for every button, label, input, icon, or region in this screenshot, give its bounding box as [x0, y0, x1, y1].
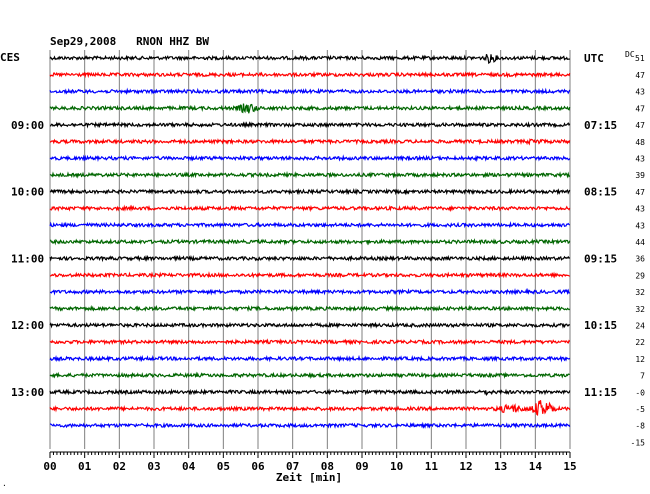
hour-label: 13:00 — [11, 386, 44, 399]
trace-line — [49, 204, 571, 213]
x-tick-label: 04 — [182, 460, 196, 473]
trace-line — [49, 421, 571, 430]
trace-line — [49, 221, 571, 229]
dc-offset-label: 39 — [635, 171, 645, 180]
x-tick-label: 07 — [286, 460, 299, 473]
trace-line — [49, 321, 571, 329]
x-tick-label: 03 — [147, 460, 160, 473]
trace-line — [49, 304, 571, 313]
dc-offset-label: -15 — [631, 438, 646, 447]
dc-offset-label: 12 — [635, 355, 645, 364]
x-tick-label: 11 — [425, 460, 439, 473]
dc-offset-labels: 47 43 47 47 48 43 39 47 43 43 44 36 29 32 32 24 22 12 7 -0 -… — [631, 71, 646, 447]
dc-offset-label: 48 — [635, 138, 645, 147]
x-tick-label: 12 — [459, 460, 472, 473]
trace-line — [49, 103, 571, 114]
dc-offset-label: 47 — [635, 121, 645, 130]
left-hour-labels: 09:00 10:00 11:00 12:00 13:00 — [11, 119, 44, 399]
dc-offset-label: 43 — [635, 155, 645, 164]
time-gridlines — [49, 50, 571, 449]
dc-offset-label: 36 — [635, 255, 645, 264]
dc-offset-label: 24 — [635, 322, 645, 331]
x-tick-label: 09 — [355, 460, 368, 473]
dc-offset-label: 32 — [635, 305, 645, 314]
trace-line — [49, 170, 571, 179]
utc-label: UTC — [584, 52, 604, 65]
trace-line — [49, 87, 571, 95]
dc-offset-label: -0 — [635, 388, 645, 397]
trace-line — [49, 287, 571, 296]
utc-label: 11:15 — [584, 386, 617, 399]
dc-offset-label: 43 — [635, 88, 645, 97]
trace-line — [49, 154, 571, 163]
x-tick-label: 08 — [321, 460, 334, 473]
trace-line — [49, 371, 570, 380]
dc-offset-label: 43 — [635, 221, 645, 230]
x-tick-label: 10 — [390, 460, 403, 473]
x-axis: 00 01 02 03 04 05 06 07 08 09 10 11 12 13 14 15 — [43, 451, 577, 473]
trace-line — [49, 137, 571, 146]
hour-label: 12:00 — [11, 319, 44, 332]
dc-offset-label: 32 — [635, 288, 645, 297]
trace-line — [49, 121, 571, 129]
utc-label: 09:15 — [584, 252, 617, 265]
trace-line — [49, 54, 571, 65]
trace-line — [49, 238, 571, 246]
dc-offset-label: 29 — [635, 271, 645, 280]
x-tick-label: 05 — [217, 460, 230, 473]
utc-label: 07:15 — [584, 119, 617, 132]
right-time-labels: UTC 07:15 08:15 09:15 10:15 11:15 — [584, 52, 617, 399]
x-tick-label: 15 — [563, 460, 576, 473]
x-tick-label: 13 — [494, 460, 507, 473]
x-tick-label: 00 — [43, 460, 56, 473]
dc-offset-label: 22 — [635, 338, 645, 347]
trace-line — [49, 388, 571, 397]
dc-header-value: 51 — [635, 54, 645, 63]
x-tick-label: 01 — [78, 460, 92, 473]
x-tick-label: 14 — [529, 460, 543, 473]
left-axis-label: CES — [0, 51, 20, 64]
utc-label: 10:15 — [584, 319, 617, 332]
seismic-traces — [49, 54, 571, 430]
x-tick-label: 06 — [251, 460, 265, 473]
trace-line — [49, 187, 571, 196]
hour-label: 09:00 — [11, 119, 44, 132]
dc-offset-label: -5 — [635, 405, 645, 414]
x-axis-label: Zeit [min] — [276, 471, 342, 484]
dc-offset-label: 47 — [635, 188, 645, 197]
dc-offset-label: 47 — [635, 71, 645, 80]
hour-label: 10:00 — [11, 186, 44, 199]
corner-mark: · — [2, 481, 7, 490]
utc-label: 08:15 — [584, 186, 617, 199]
trace-line — [49, 354, 571, 363]
trace-line — [49, 70, 571, 79]
hour-label: 11:00 — [11, 252, 44, 265]
chart-title: Sep29,2008 RNON HHZ BW — [50, 35, 209, 48]
trace-line — [49, 271, 570, 279]
dc-header: DC — [625, 50, 635, 59]
x-tick-label: 02 — [113, 460, 126, 473]
dc-offset-label: 7 — [640, 372, 645, 381]
trace-line — [49, 254, 571, 263]
trace-line — [49, 338, 571, 346]
dc-offset-label: -8 — [635, 422, 645, 431]
dc-offset-label: 44 — [635, 238, 645, 247]
dc-offset-label: 47 — [635, 104, 645, 113]
dc-offset-label: 43 — [635, 205, 645, 214]
trace-line — [49, 400, 571, 416]
